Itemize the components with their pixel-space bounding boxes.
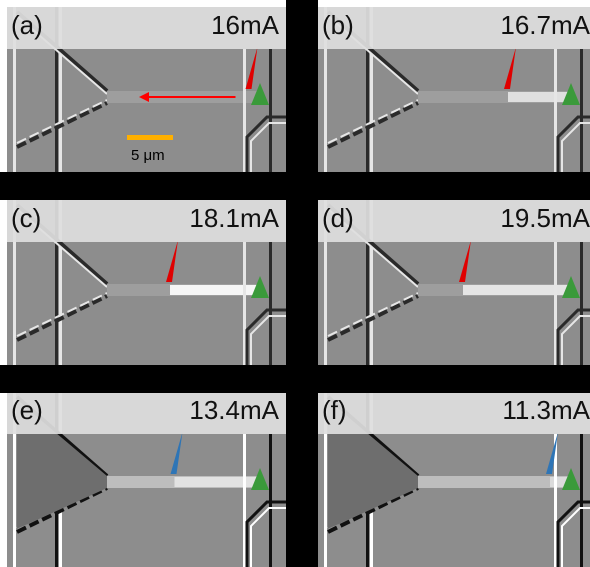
front-marker [504, 47, 516, 89]
panel-label: (e) [11, 395, 43, 425]
edge-line [13, 7, 16, 182]
current-value: 13.4mA [189, 395, 279, 425]
contact-edge [245, 500, 287, 567]
front-marker [166, 240, 178, 282]
panel-label: (b) [322, 10, 354, 40]
scale-bar [127, 135, 173, 140]
panel-label: (f) [322, 395, 347, 425]
green-marker [562, 83, 580, 105]
green-marker [251, 83, 269, 105]
panel-header: (e) 13.4mA [7, 392, 287, 434]
taper-edge [16, 292, 108, 337]
contact-edge [250, 122, 287, 182]
taper-edge [327, 101, 419, 149]
edge-line [55, 7, 58, 182]
panel-header: (b) 16.7mA [318, 7, 590, 49]
panel-label: (c) [11, 203, 42, 233]
taper-edge [327, 294, 419, 342]
current-value: 16.7mA [500, 10, 590, 40]
edge-line [366, 200, 369, 375]
panel-a: (a) 16mA 5 μm [7, 7, 287, 182]
contact-edge [561, 122, 590, 182]
edge-line [55, 200, 58, 375]
panel-label: (a) [11, 10, 43, 40]
nanowire [418, 476, 568, 488]
green-marker [251, 276, 269, 298]
contact-edge [250, 315, 287, 375]
contact-edge [245, 308, 287, 375]
green-marker [562, 468, 580, 490]
front-marker [245, 47, 258, 89]
hot-region [174, 477, 257, 487]
taper-edge [327, 292, 419, 337]
taper-edge [327, 486, 419, 534]
edge-line [370, 7, 373, 182]
scale-label: 5 μm [131, 147, 165, 164]
arrow-head [139, 92, 149, 102]
green-marker [562, 276, 580, 298]
hot-region [508, 92, 568, 102]
panel-header: (c) 18.1mA [7, 200, 287, 242]
contact-edge [554, 49, 557, 182]
current-value: 19.5mA [500, 203, 590, 233]
edge-line [59, 200, 62, 375]
taper-edge [16, 486, 108, 534]
panel-label: (d) [322, 203, 354, 233]
edge-line [324, 7, 327, 182]
micrograph-d [324, 200, 590, 375]
green-marker [251, 468, 269, 490]
taper-edge [327, 99, 419, 144]
panel-header: (f) 11.3mA [318, 392, 590, 434]
panel-e: (e) 13.4mA [7, 392, 287, 567]
front-marker [546, 432, 558, 474]
edge-line [324, 200, 327, 375]
edge-line [324, 392, 327, 567]
contact-edge [556, 500, 590, 567]
taper-edge [16, 101, 108, 149]
panel-d: (d) 19.5mA [318, 200, 590, 375]
horizontal-separator [0, 365, 590, 393]
panel-header: (d) 19.5mA [318, 200, 590, 242]
panel-b: (b) 16.7mA [318, 7, 590, 182]
edge-line [370, 200, 373, 375]
taper-edge [16, 294, 108, 342]
contact-edge [243, 434, 246, 567]
contact-edge [556, 115, 590, 182]
contact-edge [245, 115, 287, 182]
horizontal-separator [0, 172, 590, 200]
contact-edge [250, 507, 287, 567]
front-marker [170, 432, 183, 474]
edge-line [13, 200, 16, 375]
front-marker [459, 240, 471, 282]
panel-f: (f) 11.3mA [318, 392, 590, 567]
hot-region [550, 477, 568, 487]
vertical-separator [286, 0, 318, 567]
contact-edge [243, 49, 246, 182]
current-value: 11.3mA [502, 395, 590, 425]
hot-region [170, 285, 257, 295]
edge-line [366, 7, 369, 182]
contact-edge [561, 315, 590, 375]
hot-region [463, 285, 568, 295]
panel-c: (c) 18.1mA [7, 200, 287, 375]
contact-edge [556, 308, 590, 375]
contact-edge [554, 434, 557, 567]
current-value: 18.1mA [189, 203, 279, 233]
contact-edge [561, 507, 590, 567]
current-value: 16mA [211, 10, 279, 40]
contact-edge [554, 242, 557, 375]
panel-header: (a) 16mA [7, 7, 287, 49]
contact-edge [243, 242, 246, 375]
edge-line [13, 392, 16, 567]
taper-edge [16, 99, 108, 144]
edge-line [59, 7, 62, 182]
